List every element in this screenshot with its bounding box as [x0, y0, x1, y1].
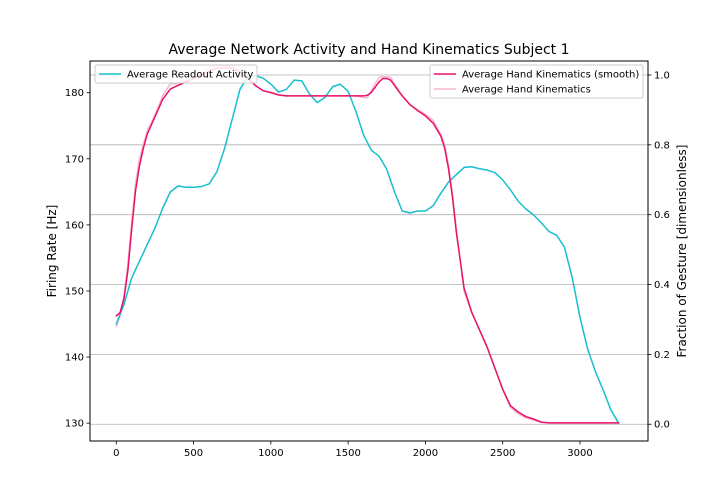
readout-series-layer: [115, 74, 620, 424]
left-y-tick-label: 170: [65, 154, 84, 165]
x-axis: 0 500 1000 1500 2000 2500 3000: [113, 441, 593, 459]
x-tick-label: 3000: [567, 448, 592, 459]
x-tick-label: 2500: [490, 448, 515, 459]
right-y-tick-label: 0.8: [654, 140, 670, 151]
smooth-series-layer: [115, 67, 620, 424]
left-y-tick-label: 150: [65, 286, 84, 297]
left-y-tick-label: 130: [65, 419, 84, 430]
legend-left-box: [94, 64, 258, 84]
legend-left: Average Readout Activity: [94, 64, 258, 84]
left-y-tick-label: 140: [65, 353, 84, 364]
plot-frame: [89, 60, 649, 442]
legend-label-smooth: Average Hand Kinematics (smooth): [462, 70, 639, 81]
x-tick-label: 0: [113, 448, 119, 459]
x-tick-label: 1500: [335, 448, 360, 459]
x-tick-label: 2000: [413, 448, 438, 459]
x-tick-label: 1000: [258, 448, 283, 459]
left-y-axis: 130 140 150 160 170 180: [65, 88, 90, 430]
right-y-axis-label: Fraction of Gesture [dimensionless]: [675, 145, 689, 358]
legend-right: Average Hand Kinematics (smooth) Average…: [429, 64, 644, 99]
right-y-tick-label: 0.2: [654, 350, 670, 361]
left-y-tick-label: 180: [65, 88, 84, 99]
x-tick-label: 500: [184, 448, 203, 459]
legend-label-raw: Average Hand Kinematics: [462, 85, 591, 96]
right-y-tick-label: 0.6: [654, 210, 670, 221]
right-y-tick-label: 0.4: [654, 280, 670, 291]
chart-title: Average Network Activity and Hand Kinema…: [168, 42, 569, 58]
left-y-tick-label: 160: [65, 220, 84, 231]
right-y-tick-label: 1.0: [654, 70, 670, 81]
right-y-tick-label: 0.0: [654, 420, 670, 431]
legend-label-readout: Average Readout Activity: [127, 70, 253, 81]
right-y-axis: 0.0 0.2 0.4 0.6 0.8 1.0: [648, 70, 670, 431]
series-line-smooth-kinematics: [115, 67, 620, 424]
left-y-axis-label: Firing Rate [Hz]: [45, 205, 59, 298]
legend-right-box: [429, 64, 644, 99]
series-line-readout-activity: [115, 74, 620, 424]
